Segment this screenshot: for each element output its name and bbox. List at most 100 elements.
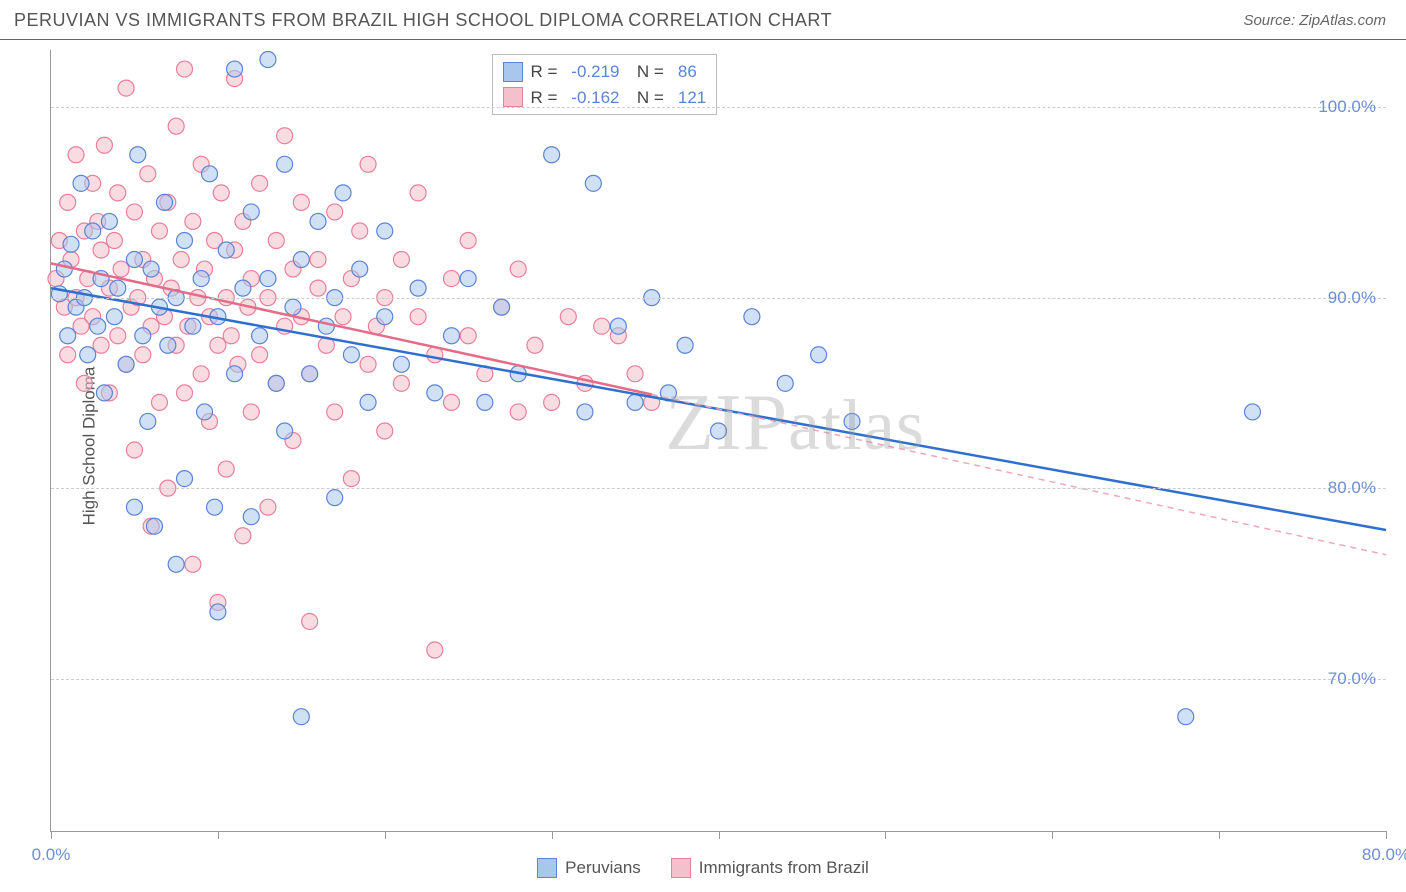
plot-area: R = -0.219 N = 86 R = -0.162 N = 121 ZIP…	[50, 50, 1386, 832]
data-point	[243, 404, 259, 420]
scatter-svg	[51, 50, 1386, 831]
data-point	[1178, 709, 1194, 725]
data-point	[218, 461, 234, 477]
data-point	[118, 356, 134, 372]
data-point	[268, 232, 284, 248]
data-point	[410, 280, 426, 296]
data-point	[235, 280, 251, 296]
data-point	[126, 252, 142, 268]
data-point	[327, 490, 343, 506]
chart-header: PERUVIAN VS IMMIGRANTS FROM BRAZIL HIGH …	[0, 0, 1406, 40]
data-point	[135, 328, 151, 344]
data-point	[80, 347, 96, 363]
data-point	[110, 185, 126, 201]
gridline-h	[51, 107, 1386, 108]
data-point	[227, 61, 243, 77]
data-point	[213, 185, 229, 201]
data-point	[106, 232, 122, 248]
data-point	[293, 252, 309, 268]
data-point	[460, 271, 476, 287]
data-point	[460, 232, 476, 248]
data-point	[126, 499, 142, 515]
n-value-peruvians: 86	[678, 59, 697, 85]
data-point	[393, 356, 409, 372]
data-point	[377, 223, 393, 239]
data-point	[96, 385, 112, 401]
data-point	[177, 471, 193, 487]
data-point	[335, 185, 351, 201]
data-point	[377, 423, 393, 439]
data-point	[118, 80, 134, 96]
data-point	[343, 471, 359, 487]
data-point	[101, 213, 117, 229]
data-point	[494, 299, 510, 315]
data-point	[444, 328, 460, 344]
data-point	[106, 309, 122, 325]
swatch-brazil	[503, 87, 523, 107]
data-point	[627, 394, 643, 410]
data-point	[277, 423, 293, 439]
xtick	[218, 831, 219, 839]
data-point	[227, 366, 243, 382]
data-point	[140, 166, 156, 182]
data-point	[293, 709, 309, 725]
data-point	[510, 261, 526, 277]
data-point	[744, 309, 760, 325]
data-point	[110, 280, 126, 296]
data-point	[96, 137, 112, 153]
xtick	[1386, 831, 1387, 839]
data-point	[427, 385, 443, 401]
data-point	[393, 252, 409, 268]
data-point	[193, 366, 209, 382]
legend-swatch-brazil	[671, 858, 691, 878]
data-point	[210, 337, 226, 353]
data-point	[140, 413, 156, 429]
data-point	[460, 328, 476, 344]
data-point	[352, 223, 368, 239]
gridline-h	[51, 488, 1386, 489]
data-point	[527, 337, 543, 353]
ytick-label: 100.0%	[1318, 97, 1376, 117]
data-point	[223, 328, 239, 344]
xtick	[51, 831, 52, 839]
data-point	[427, 642, 443, 658]
data-point	[310, 252, 326, 268]
data-point	[310, 213, 326, 229]
data-point	[318, 318, 334, 334]
data-point	[56, 261, 72, 277]
data-point	[293, 194, 309, 210]
data-point	[510, 404, 526, 420]
xtick	[719, 831, 720, 839]
data-point	[268, 375, 284, 391]
data-point	[844, 413, 860, 429]
regression-line-extrapolated	[652, 394, 1386, 554]
data-point	[218, 242, 234, 258]
data-point	[327, 204, 343, 220]
data-point	[110, 328, 126, 344]
xtick	[385, 831, 386, 839]
data-point	[151, 394, 167, 410]
data-point	[197, 404, 213, 420]
data-point	[85, 223, 101, 239]
data-point	[207, 499, 223, 515]
legend-swatch-peruvians	[537, 858, 557, 878]
swatch-peruvians	[503, 62, 523, 82]
legend-label-peruvians: Peruvians	[565, 858, 641, 878]
correlation-stats-box: R = -0.219 N = 86 R = -0.162 N = 121	[492, 54, 718, 115]
data-point	[173, 252, 189, 268]
data-point	[777, 375, 793, 391]
data-point	[156, 194, 172, 210]
data-point	[627, 366, 643, 382]
data-point	[377, 309, 393, 325]
data-point	[168, 118, 184, 134]
data-point	[126, 204, 142, 220]
data-point	[135, 347, 151, 363]
data-point	[544, 394, 560, 410]
data-point	[126, 442, 142, 458]
data-point	[68, 147, 84, 163]
data-point	[260, 52, 276, 68]
xtick	[1052, 831, 1053, 839]
data-point	[711, 423, 727, 439]
data-point	[202, 166, 218, 182]
data-point	[113, 261, 129, 277]
